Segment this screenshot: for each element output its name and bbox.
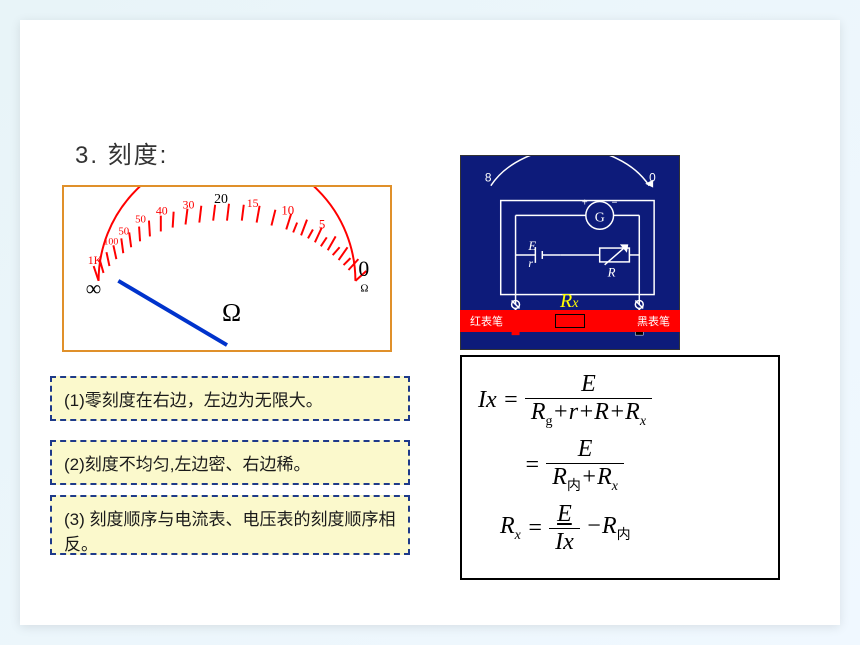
meter-svg: 1K 100 50 50 40 30 15 10 5 20 ∞ 0 Ω Ω [64,187,390,352]
note-2: (2)刻度不均匀,左边密、右边稀。 [50,440,410,485]
unit-label: Ω [360,283,368,295]
ohmmeter-scale: 1K 100 50 50 40 30 15 10 5 20 ∞ 0 Ω Ω [62,185,392,352]
formula-line-2: = E R内+Rx [518,436,770,495]
note-3: (3) 刻度顺序与电流表、电压表的刻度顺序相反。 [50,495,410,555]
var-Rx2: R [597,464,612,490]
probe-right-label: 黑表笔 [637,313,670,329]
rx-resistor [555,314,585,328]
formula-line-1: Ix = E Rg+r+R+Rx [470,371,770,430]
formula-line-3: Rx = E Ix −R内 [500,501,770,556]
var-E-1: E [525,371,652,399]
var-r: r [569,399,578,425]
svg-text:40: 40 [156,204,168,218]
section-heading: 3. 刻度: [75,135,168,170]
var-Ix2: Ix [555,529,574,555]
var-E-3: E [557,501,572,527]
probe-left-label: 红表笔 [470,313,503,329]
svg-text:5: 5 [319,217,325,231]
omega-symbol: Ω [222,297,241,326]
var-R: R [594,399,609,425]
svg-text:10: 10 [281,204,294,218]
rx-label: Rx [560,290,578,313]
svg-text:E: E [527,239,536,253]
svg-text:30: 30 [183,198,195,212]
meter-center-tick: 20 [214,191,228,206]
svg-text:50: 50 [118,225,129,237]
svg-text:r: r [528,256,533,270]
svg-text:100: 100 [104,236,119,247]
var-Rin2: R [602,513,617,539]
slide: 3. 刻度: [20,20,840,625]
var-Rg: R [531,399,546,425]
zero-label: 0 [358,257,369,281]
formula-box: Ix = E Rg+r+R+Rx = E R内+Rx Rx = E [460,355,780,580]
var-Rx3: R [500,513,515,539]
svg-text:G: G [595,209,605,224]
svg-text:R: R [607,266,616,280]
infinity-label: ∞ [86,277,101,301]
svg-text:−: − [612,197,618,208]
svg-text:8: 8 [485,171,492,185]
var-E-2: E [546,436,624,464]
var-Rin: R [552,464,567,490]
svg-text:1K: 1K [88,253,103,267]
svg-text:50: 50 [135,214,146,226]
note-1: (1)零刻度在右边，左边为无限大。 [50,376,410,421]
var-Rx1: R [625,399,640,425]
var-Ix: Ix [478,387,497,413]
meter-needle [118,281,227,345]
svg-text:+: + [582,197,588,208]
svg-text:15: 15 [247,196,259,210]
